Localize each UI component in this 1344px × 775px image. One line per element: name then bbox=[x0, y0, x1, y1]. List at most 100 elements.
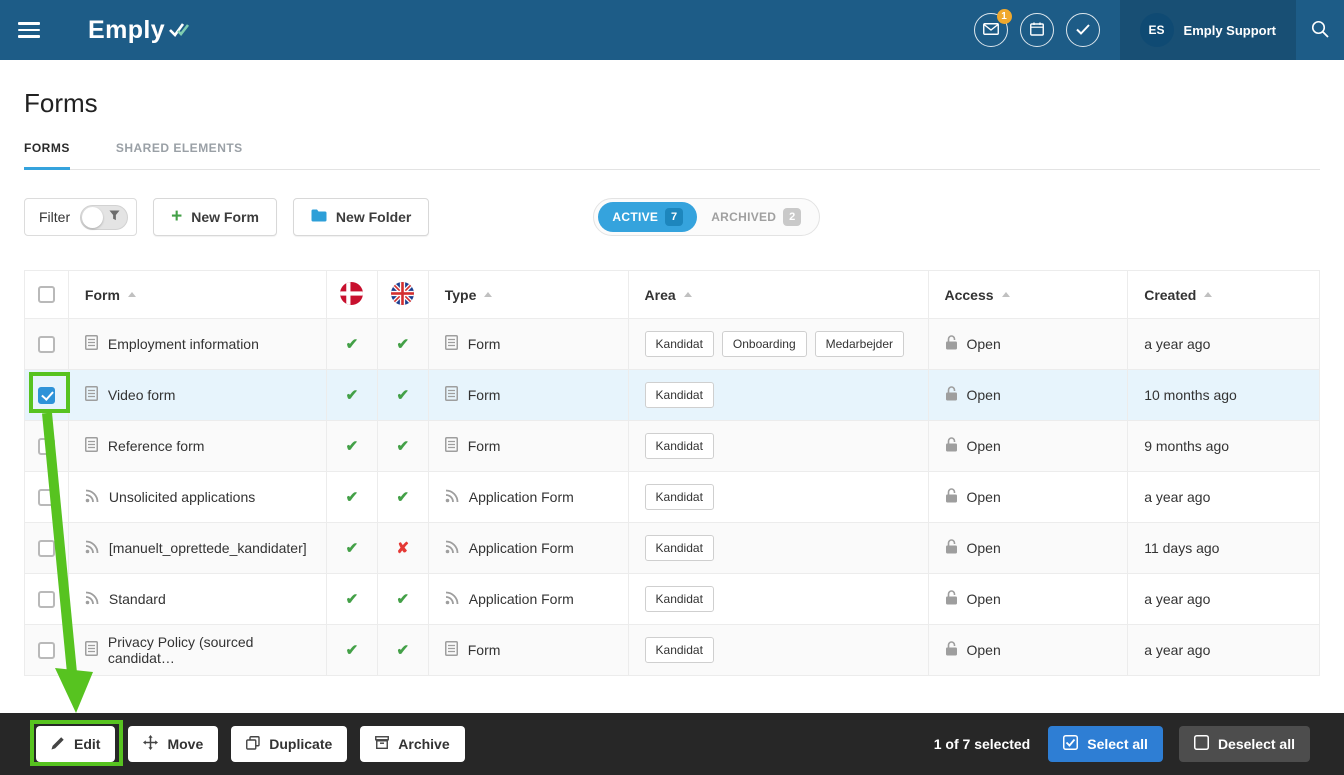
open-lock-icon bbox=[945, 539, 958, 557]
form-name: Employment information bbox=[107, 336, 259, 352]
row-checkbox[interactable] bbox=[37, 437, 55, 455]
open-lock-icon bbox=[945, 386, 958, 404]
search-icon bbox=[1311, 20, 1329, 41]
empty-box-icon bbox=[1193, 735, 1209, 753]
application-form-icon bbox=[445, 540, 459, 557]
application-form-icon bbox=[85, 591, 99, 608]
duplicate-label: Duplicate bbox=[269, 736, 333, 752]
mail-button[interactable]: 1 bbox=[973, 9, 1012, 47]
tasks-button[interactable] bbox=[1065, 13, 1100, 47]
row-checkbox[interactable] bbox=[37, 590, 55, 608]
row-checkbox[interactable] bbox=[37, 641, 55, 659]
open-lock-icon bbox=[945, 488, 958, 506]
active-count-badge: 7 bbox=[665, 208, 684, 226]
open-lock-icon bbox=[945, 437, 958, 455]
form-icon bbox=[444, 386, 458, 404]
access-value: Open bbox=[966, 591, 1001, 607]
form-icon bbox=[84, 437, 98, 455]
table-row[interactable]: Employment information ✔ ✔ Form Kandidat… bbox=[24, 318, 1320, 370]
area-tag: Kandidat bbox=[644, 637, 714, 663]
form-icon bbox=[84, 641, 98, 659]
form-icon bbox=[444, 437, 458, 455]
select-all-button[interactable]: Select all bbox=[1048, 726, 1163, 762]
created-value: 11 days ago bbox=[1144, 540, 1220, 556]
edit-button[interactable]: Edit bbox=[36, 726, 116, 762]
table-row[interactable]: [manuelt_oprettede_kandidater] ✔ ✘ Appli… bbox=[24, 522, 1320, 574]
new-folder-button[interactable]: New Folder bbox=[292, 198, 430, 236]
selection-count: 1 of 7 selected bbox=[933, 736, 1031, 752]
logo[interactable]: Emply bbox=[88, 16, 190, 45]
application-form-icon bbox=[85, 489, 99, 506]
active-label: ACTIVE bbox=[612, 210, 659, 224]
check-icon bbox=[1075, 23, 1090, 38]
table-body: Employment information ✔ ✔ Form Kandidat… bbox=[24, 318, 1320, 676]
select-all-checkbox[interactable] bbox=[37, 286, 55, 304]
tab-forms[interactable]: FORMS bbox=[24, 141, 70, 170]
menu-button[interactable] bbox=[0, 0, 58, 60]
move-button[interactable]: Move bbox=[128, 726, 219, 762]
sort-caret-icon bbox=[1001, 292, 1010, 297]
row-checkbox[interactable] bbox=[37, 539, 55, 557]
archive-button[interactable]: Archive bbox=[360, 726, 465, 762]
area-tag: Kandidat bbox=[644, 484, 714, 510]
column-header-type[interactable]: Type bbox=[427, 270, 629, 319]
row-checkbox[interactable] bbox=[37, 386, 55, 404]
access-value: Open bbox=[966, 642, 1001, 658]
table-row[interactable]: Reference form ✔ ✔ Form Kandidat Open 9 … bbox=[24, 420, 1320, 472]
active-filter-pill[interactable]: ACTIVE 7 bbox=[598, 202, 698, 232]
column-header-form[interactable]: Form bbox=[67, 270, 327, 319]
english-availability-mark: ✔ bbox=[396, 438, 410, 455]
calendar-button[interactable] bbox=[1019, 13, 1054, 47]
table-row[interactable]: Unsolicited applications ✔ ✔ Application… bbox=[24, 471, 1320, 523]
toggle-knob bbox=[82, 206, 104, 228]
duplicate-button[interactable]: Duplicate bbox=[231, 726, 348, 762]
english-availability-mark: ✔ bbox=[396, 591, 410, 608]
column-header-english bbox=[376, 270, 429, 319]
sort-caret-icon bbox=[484, 292, 493, 297]
status-filter: ACTIVE 7 ARCHIVED 2 bbox=[593, 198, 821, 236]
access-value: Open bbox=[966, 438, 1001, 454]
search-button[interactable] bbox=[1296, 0, 1344, 60]
archived-filter-pill[interactable]: ARCHIVED 2 bbox=[697, 208, 815, 226]
row-checkbox[interactable] bbox=[37, 488, 55, 506]
bulk-action-bar: Edit Move Duplicate Archive 1 of 7 selec… bbox=[0, 713, 1344, 775]
created-value: a year ago bbox=[1144, 642, 1211, 658]
deselect-all-label: Deselect all bbox=[1217, 736, 1295, 752]
created-value: a year ago bbox=[1144, 591, 1211, 607]
table-row[interactable]: Privacy Policy (sourced candidat… ✔ ✔ Fo… bbox=[24, 624, 1320, 676]
row-checkbox[interactable] bbox=[37, 335, 55, 353]
filter-toggle[interactable] bbox=[80, 204, 129, 230]
form-name: Video form bbox=[107, 387, 176, 403]
table-row[interactable]: Standard ✔ ✔ Application Form Kandidat O… bbox=[24, 573, 1320, 625]
tab-shared-elements[interactable]: SHARED ELEMENTS bbox=[116, 141, 243, 170]
table-row[interactable]: Video form ✔ ✔ Form Kandidat Open 10 mon… bbox=[24, 369, 1320, 421]
user-name: Emply Support bbox=[1183, 22, 1276, 38]
danish-availability-mark: ✔ bbox=[345, 489, 359, 506]
area-tag: Kandidat bbox=[644, 535, 714, 561]
access-value: Open bbox=[966, 387, 1001, 403]
column-header-created[interactable]: Created bbox=[1127, 270, 1320, 319]
area-tags: Kandidat bbox=[644, 382, 912, 408]
english-availability-mark: ✔ bbox=[396, 642, 410, 659]
created-value: a year ago bbox=[1144, 336, 1211, 352]
area-tag: Onboarding bbox=[721, 331, 807, 357]
calendar-icon bbox=[1029, 22, 1044, 39]
form-name: Standard bbox=[108, 591, 166, 607]
british-flag-icon bbox=[391, 281, 415, 308]
logo-text: Emply bbox=[88, 15, 166, 44]
new-form-button[interactable]: + New Form bbox=[153, 198, 277, 236]
column-header-access[interactable]: Access bbox=[927, 270, 1129, 319]
move-icon bbox=[143, 735, 159, 753]
plus-icon: + bbox=[171, 205, 183, 227]
form-type: Application Form bbox=[468, 489, 574, 505]
user-menu[interactable]: ES Emply Support bbox=[1119, 0, 1296, 60]
main-content: Forms FORMS SHARED ELEMENTS Filter + New… bbox=[0, 88, 1344, 676]
form-name: Unsolicited applications bbox=[108, 489, 256, 505]
english-availability-mark: ✔ bbox=[396, 387, 410, 404]
edit-label: Edit bbox=[74, 736, 101, 752]
deselect-all-button[interactable]: Deselect all bbox=[1178, 726, 1310, 762]
column-header-area[interactable]: Area bbox=[627, 270, 929, 319]
application-form-icon bbox=[85, 540, 99, 557]
new-folder-label: New Folder bbox=[335, 209, 412, 225]
forms-table: Form Type Area Access Created bbox=[24, 270, 1320, 676]
